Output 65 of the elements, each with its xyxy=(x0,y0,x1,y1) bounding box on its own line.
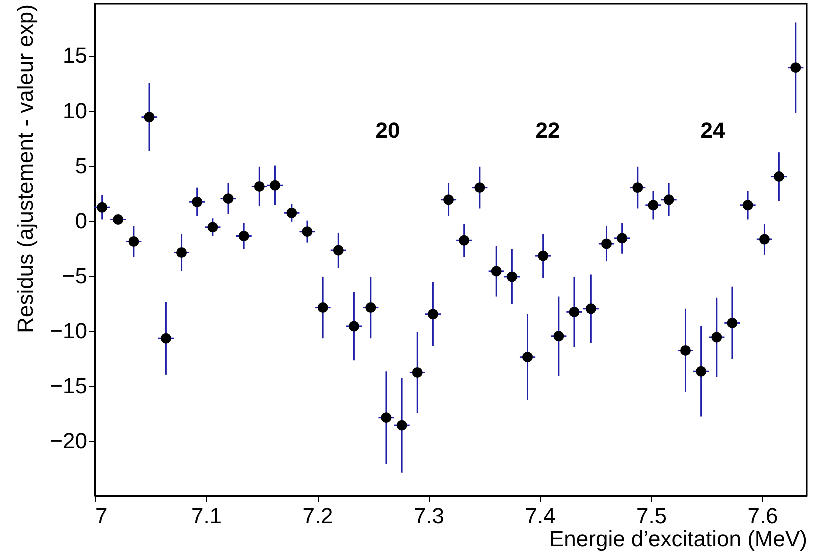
point xyxy=(412,367,423,378)
point xyxy=(128,236,140,247)
point xyxy=(586,304,596,314)
point xyxy=(648,200,659,211)
y-tick-label: −20 xyxy=(50,428,88,454)
point xyxy=(97,202,108,213)
point xyxy=(254,181,265,192)
point xyxy=(617,233,628,244)
point xyxy=(632,182,644,194)
point xyxy=(192,196,203,208)
y-tick-label: −5 xyxy=(62,263,88,288)
point xyxy=(286,208,298,218)
point xyxy=(444,194,454,206)
point xyxy=(176,248,188,258)
annotation: 20 xyxy=(376,118,400,143)
y-tick-label: 15 xyxy=(63,43,88,68)
point xyxy=(238,231,250,242)
point xyxy=(491,266,502,277)
point xyxy=(302,226,313,238)
point xyxy=(680,345,691,356)
point xyxy=(333,245,344,256)
annotation: 22 xyxy=(536,118,560,143)
y-tick-label: 0 xyxy=(75,208,88,234)
point xyxy=(366,302,376,314)
y-axis-title: Residus (ajustement - valeur exp) xyxy=(13,4,38,334)
x-tick-label: 7.2 xyxy=(302,504,334,528)
point xyxy=(144,112,155,123)
point xyxy=(696,366,707,377)
point xyxy=(270,180,280,191)
x-tick-label: 7.4 xyxy=(525,504,556,528)
point xyxy=(774,172,784,182)
point xyxy=(381,412,392,424)
point xyxy=(223,194,234,204)
point xyxy=(554,331,564,342)
point xyxy=(602,238,612,250)
point xyxy=(759,234,770,245)
point xyxy=(742,200,754,211)
point xyxy=(538,250,549,262)
point xyxy=(459,235,470,246)
x-tick-label: 7 xyxy=(96,504,108,528)
point xyxy=(506,272,518,282)
point xyxy=(727,318,738,328)
point xyxy=(474,182,486,194)
x-axis-title: Energie d’excitation (MeV) xyxy=(549,526,808,552)
point xyxy=(428,309,438,320)
point xyxy=(522,352,534,363)
point xyxy=(396,420,408,431)
point xyxy=(790,62,802,74)
x-tick-label: 7.1 xyxy=(191,504,222,528)
point xyxy=(208,222,218,233)
point xyxy=(348,321,360,332)
y-tick-label: −10 xyxy=(50,318,88,344)
y-tick-label: −15 xyxy=(50,373,88,398)
point xyxy=(712,332,722,343)
x-tick-label: 7.6 xyxy=(748,504,778,528)
y-tick-label: 10 xyxy=(63,98,88,124)
point xyxy=(569,306,580,318)
y-tick-label: 5 xyxy=(75,153,88,178)
annotation: 24 xyxy=(700,118,726,143)
point xyxy=(318,302,328,314)
point xyxy=(113,214,124,225)
x-tick-label: 7.3 xyxy=(414,504,445,528)
point xyxy=(664,194,674,206)
x-tick-label: 7.5 xyxy=(636,504,668,528)
point xyxy=(160,333,172,344)
